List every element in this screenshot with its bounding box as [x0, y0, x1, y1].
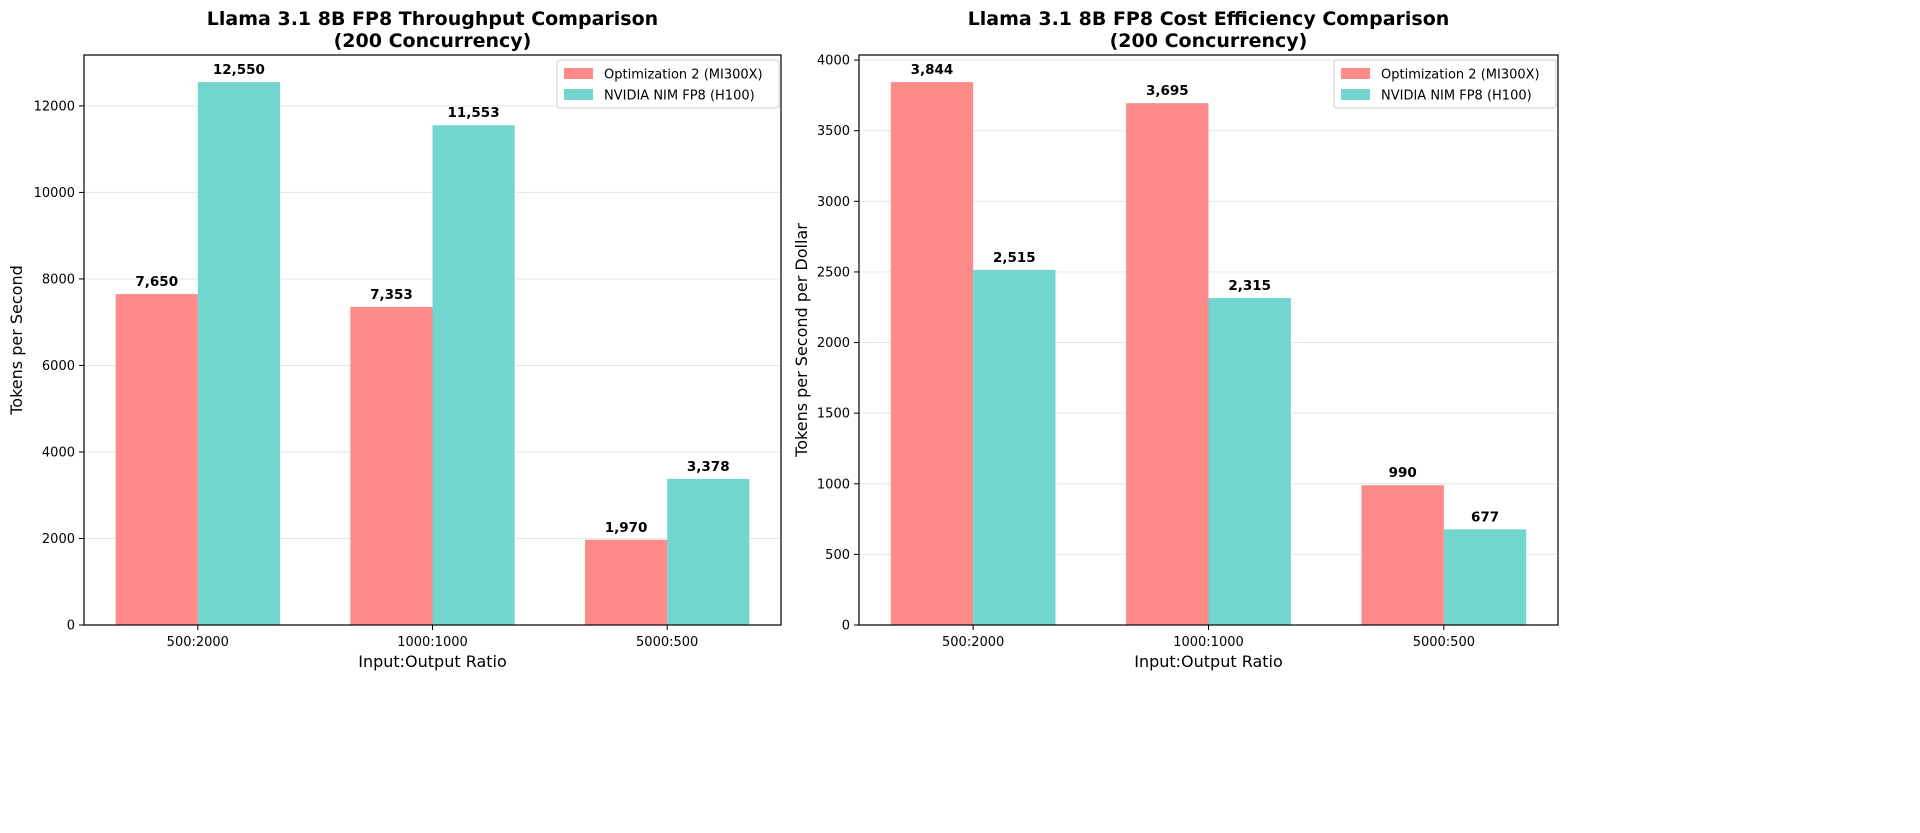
data-label: 11,553	[448, 105, 500, 121]
y-tick-label: 4000	[817, 54, 850, 69]
y-tick-label: 8000	[42, 272, 75, 287]
bar-1-1000:1000	[350, 306, 433, 625]
axes-frame	[858, 54, 1559, 626]
legend-label: Optimization 2 (MI300X)	[604, 68, 763, 83]
data-label: 7,650	[135, 274, 178, 290]
y-axis-label: Tokens per Second per Dollar	[792, 223, 811, 458]
bar-2-5000:500	[667, 478, 750, 625]
bar-2-5000:500	[1443, 529, 1527, 625]
bar-1-1000:1000	[1126, 103, 1209, 626]
y-tick-label: 12000	[34, 99, 75, 114]
title-line: Llama 3.1 8B FP8 Throughput Comparison	[207, 8, 658, 30]
data-label: 677	[1471, 509, 1499, 525]
legend: Optimization 2 (MI300X) NVIDIA NIM FP8 (H…	[556, 59, 780, 109]
legend-label: NVIDIA NIM FP8 (H100)	[1381, 89, 1532, 104]
bar-1-500:2000	[115, 294, 198, 625]
legend: Optimization 2 (MI300X) NVIDIA NIM FP8 (H…	[1333, 59, 1557, 109]
bar-1-5000:500	[585, 539, 668, 625]
x-tick-label: 500:2000	[167, 635, 229, 650]
y-tick-label: 4000	[42, 445, 75, 460]
y-tick-label: 1500	[817, 407, 850, 422]
y-tick-label: 1000	[817, 477, 850, 492]
data-label: 1,970	[605, 520, 648, 536]
y-tick-label: 3000	[817, 195, 850, 210]
data-label: 12,550	[213, 62, 265, 78]
y-tick-label: 10000	[34, 186, 75, 201]
data-label: 990	[1389, 465, 1417, 481]
data-label: 3,844	[911, 62, 954, 78]
legend-swatch	[1341, 89, 1370, 100]
x-axis-label: Input:Output Ratio	[1134, 652, 1283, 671]
y-tick-label: 2000	[42, 532, 75, 547]
chart-title: Llama 3.1 8B FP8 Cost Efficiency Compari…	[968, 8, 1450, 52]
y-axis-label: Tokens per Second	[7, 265, 26, 416]
y-tick-label: 0	[67, 619, 75, 634]
y-tick-label: 0	[842, 619, 850, 634]
y-tick-label: 6000	[42, 359, 75, 374]
legend-swatch	[564, 68, 593, 79]
legend-swatch	[564, 89, 593, 100]
y-tick-label: 3500	[817, 124, 850, 139]
bar-2-500:2000	[973, 269, 1056, 625]
chart-2: 0 500 1000 1500 2000 2500 3000 3500 4000 3,844 3,6…	[792, 8, 1559, 671]
title-line: (200 Concurrency)	[334, 30, 532, 52]
x-tick-label: 500:2000	[942, 635, 1004, 650]
legend-label: NVIDIA NIM FP8 (H100)	[604, 89, 755, 104]
chart-1: 0 2000 4000 6000 8000 10000 12000 7,650 7,353 1,9…	[7, 8, 782, 671]
x-tick-label: 1000:1000	[1173, 635, 1244, 650]
data-label: 3,695	[1146, 83, 1189, 99]
bar-2-1000:1000	[432, 125, 515, 625]
bar-2-500:2000	[197, 82, 280, 626]
axes-frame	[83, 54, 782, 626]
title-line: Llama 3.1 8B FP8 Cost Efficiency Compari…	[968, 8, 1450, 30]
legend-box	[556, 59, 780, 109]
y-tick-label: 500	[825, 548, 850, 563]
bar-2-1000:1000	[1208, 298, 1291, 625]
bar-1-500:2000	[890, 82, 974, 625]
legend-swatch	[1341, 68, 1370, 79]
data-label: 2,315	[1228, 278, 1271, 294]
x-tick-label: 5000:500	[1413, 635, 1475, 650]
bar-1-5000:500	[1361, 485, 1444, 625]
chart-title: Llama 3.1 8B FP8 Throughput Comparison (2…	[207, 8, 658, 52]
legend-label: Optimization 2 (MI300X)	[1381, 68, 1540, 83]
y-tick-label: 2000	[817, 336, 850, 351]
x-tick-label: 5000:500	[636, 635, 698, 650]
data-label: 7,353	[370, 287, 413, 303]
data-label: 3,378	[687, 459, 730, 475]
title-line: (200 Concurrency)	[1110, 30, 1308, 52]
y-tick-label: 2500	[817, 265, 850, 280]
legend-box	[1333, 59, 1557, 109]
x-axis-label: Input:Output Ratio	[358, 652, 507, 671]
data-label: 2,515	[993, 250, 1036, 266]
x-tick-label: 1000:1000	[397, 635, 468, 650]
